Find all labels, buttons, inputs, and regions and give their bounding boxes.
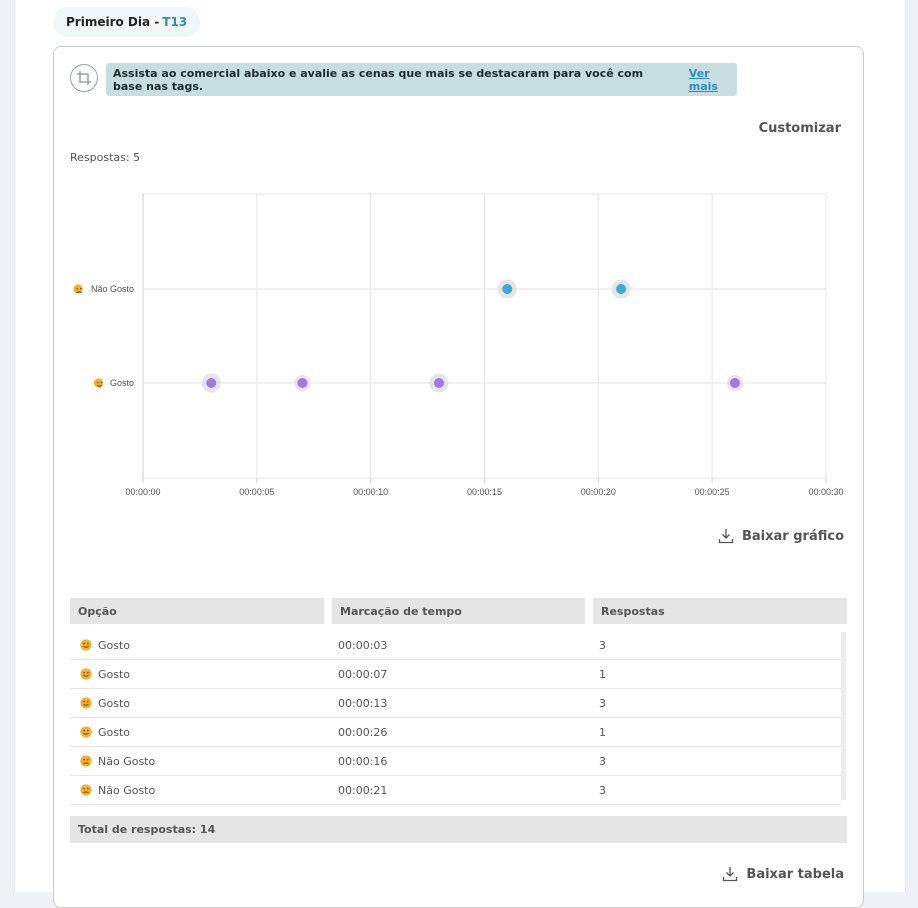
download-icon [718, 529, 734, 544]
download-table-button[interactable]: Baixar tabela [722, 866, 844, 882]
data-point [502, 284, 513, 294]
row-option: Não Gosto [70, 784, 332, 797]
col-option-header[interactable]: Opção [70, 598, 324, 624]
row-time: 00:00:07 [338, 667, 388, 681]
y-label-text: Gosto [110, 378, 134, 388]
x-tick-label: 00:00:25 [695, 487, 730, 497]
title-code: T13 [162, 15, 188, 29]
table-row: Gosto 00:00:07 1 [70, 660, 841, 689]
customize-button[interactable]: Customizar [758, 121, 841, 136]
smile-emoji-icon [93, 378, 104, 388]
row-option-label: Gosto [98, 667, 131, 681]
instruction-text: Assista ao comercial abaixo e avalie as … [113, 66, 644, 93]
smile-emoji-icon [80, 668, 92, 680]
row-time: 00:00:21 [338, 783, 388, 797]
download-icon [723, 867, 738, 882]
data-point [729, 378, 740, 388]
table-row: Gosto 00:00:26 1 [70, 718, 841, 747]
row-option-label: Gosto [98, 696, 131, 710]
x-tick-label: 00:00:05 [239, 487, 274, 497]
row-count: 3 [599, 754, 606, 768]
smile-emoji-icon [80, 639, 92, 651]
see-more-link[interactable]: Ver mais [688, 66, 718, 93]
row-option-label: Gosto [98, 638, 131, 652]
row-count: 3 [599, 638, 606, 652]
smile-emoji-icon [80, 697, 92, 709]
row-option-label: Não Gosto [98, 783, 156, 797]
responses-count: Respostas: 5 [70, 151, 141, 164]
row-option: Gosto [70, 639, 332, 652]
x-axis-labels: 00:00:00 00:00:05 00:00:10 00:00:15 00:00:20… [125, 487, 843, 497]
row-option-label: Gosto [98, 725, 131, 739]
download-chart-button[interactable]: Baixar gráfico [718, 528, 844, 544]
question-card: Assista ao comercial abaixo e avalie as … [53, 46, 864, 908]
row-count: 1 [599, 667, 606, 681]
y-category-label: Não Gosto [73, 284, 134, 294]
title-prefix: Primeiro Dia - [66, 15, 160, 29]
y-axis-labels: Gosto Não Gosto [73, 284, 134, 388]
table-scrollbar[interactable] [841, 632, 846, 800]
total-responses: Total de respostas: 14 [70, 816, 847, 843]
row-option: Gosto [70, 668, 332, 681]
title-tab[interactable]: Primeiro Dia - T13 [53, 7, 201, 37]
y-label-text: Não Gosto [91, 284, 134, 294]
data-points [201, 279, 743, 393]
table-header: Opção Marcação de tempo Respostas [70, 598, 847, 624]
table-row: Gosto 00:00:03 3 [70, 631, 841, 660]
row-time: 00:00:03 [338, 638, 388, 652]
row-option-label: Não Gosto [98, 754, 156, 768]
y-category-label: Gosto [93, 378, 134, 388]
data-point [206, 378, 217, 388]
row-time: 00:00:26 [338, 725, 388, 739]
frown-emoji-icon [80, 784, 92, 796]
row-time: 00:00:16 [338, 754, 388, 768]
frown-emoji-icon [80, 755, 92, 767]
frown-emoji-icon [73, 284, 83, 294]
row-time: 00:00:13 [338, 696, 388, 710]
x-tick-label: 00:00:00 [125, 487, 160, 497]
col-responses-header[interactable]: Respostas [593, 598, 847, 624]
x-tick-label: 00:00:30 [808, 487, 843, 497]
row-count: 1 [599, 725, 606, 739]
row-option: Não Gosto [70, 755, 332, 768]
chart-grid [142, 193, 827, 483]
download-chart-label: Baixar gráfico [742, 528, 844, 544]
table-row: Gosto 00:00:13 3 [70, 689, 841, 718]
x-tick-label: 00:00:10 [353, 487, 388, 497]
col-time-header[interactable]: Marcação de tempo [332, 598, 585, 624]
table-row: Não Gosto 00:00:21 3 [70, 776, 841, 805]
x-tick-label: 00:00:20 [581, 487, 616, 497]
download-table-label: Baixar tabela [746, 866, 844, 882]
row-count: 3 [599, 696, 606, 710]
table-row: Não Gosto 00:00:16 3 [70, 747, 841, 776]
data-point [297, 378, 308, 388]
x-tick-label: 00:00:15 [467, 487, 502, 497]
instruction-banner: Assista ao comercial abaixo e avalie as … [106, 63, 737, 96]
row-option: Gosto [70, 726, 332, 739]
data-point [616, 284, 627, 294]
row-count: 3 [599, 783, 606, 797]
row-option: Gosto [70, 697, 332, 710]
data-point [433, 378, 444, 388]
question-type-icon [70, 64, 98, 92]
table-body: Gosto 00:00:03 3 Gosto 00:00:07 1 Gosto 00:00:1… [70, 631, 841, 805]
smile-emoji-icon [80, 726, 92, 738]
